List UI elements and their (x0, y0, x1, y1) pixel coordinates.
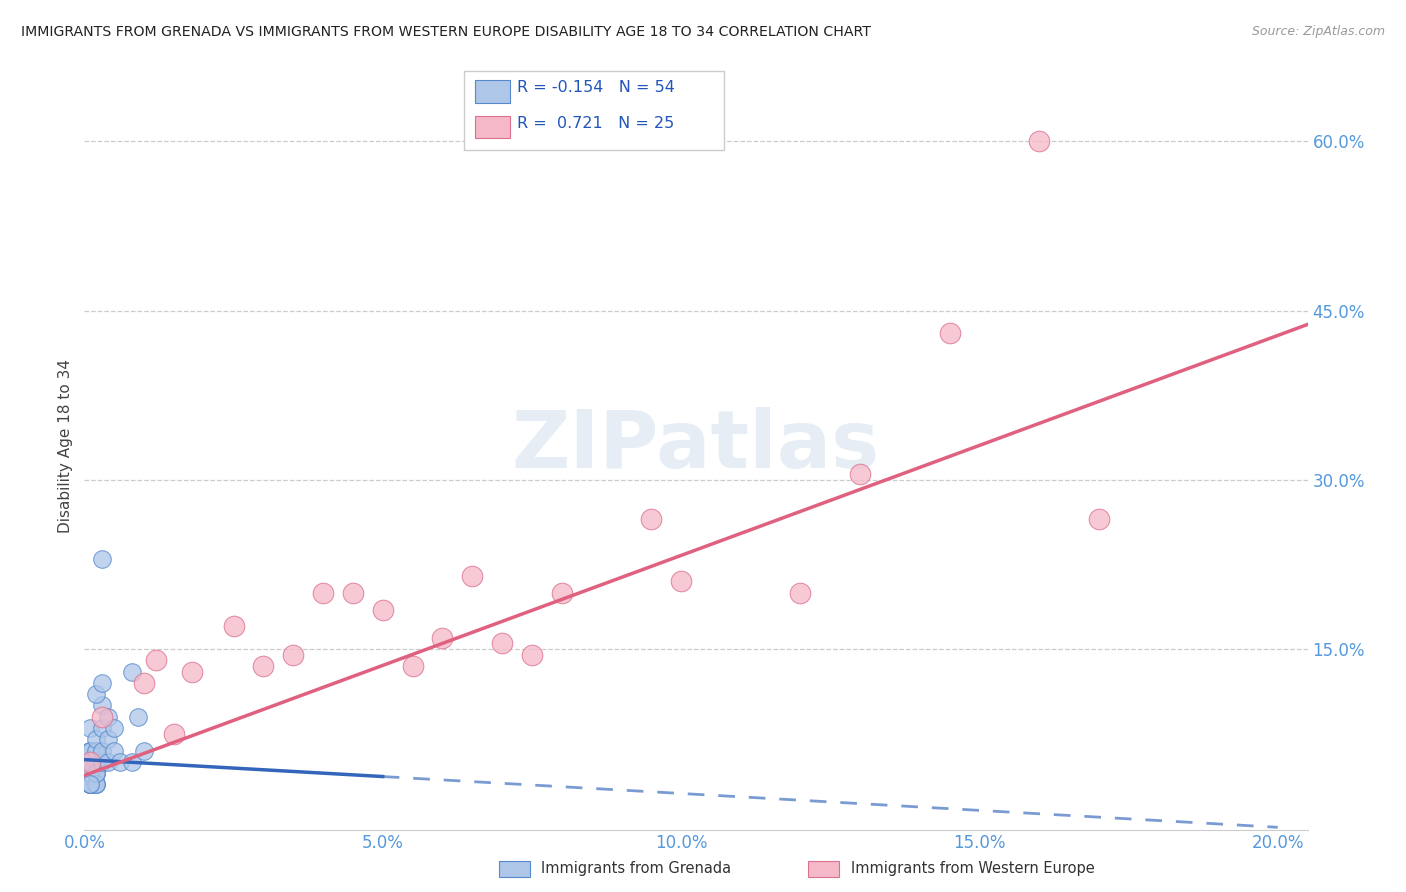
Text: Immigrants from Western Europe: Immigrants from Western Europe (851, 861, 1094, 876)
Point (79, 766, 101, 780)
Point (79, 755, 101, 769)
Point (342, 585, 364, 599)
Point (79, 743, 101, 757)
Point (91, 710, 114, 724)
Point (938, 326, 960, 341)
Point (91, 755, 114, 769)
Point (97, 732, 120, 747)
Point (91, 698, 114, 713)
Point (79, 743, 101, 757)
Point (79, 777, 101, 791)
Point (132, 676, 155, 690)
Point (79, 721, 101, 735)
Point (84, 766, 107, 780)
Point (79, 755, 101, 769)
Point (1028, 135, 1050, 149)
Point (84, 766, 107, 780)
Text: IMMIGRANTS FROM GRENADA VS IMMIGRANTS FROM WESTERN EUROPE DISABILITY AGE 18 TO 3: IMMIGRANTS FROM GRENADA VS IMMIGRANTS FR… (21, 25, 872, 39)
Point (97, 710, 120, 724)
Point (127, 710, 149, 724)
Point (640, 512, 662, 526)
Point (789, 585, 811, 599)
Point (84, 766, 107, 780)
Point (79, 777, 101, 791)
Point (79, 755, 101, 769)
Point (121, 755, 143, 769)
Point (79, 766, 101, 780)
Point (669, 574, 692, 589)
Point (108, 755, 131, 769)
Point (79, 755, 101, 769)
Point (132, 743, 155, 757)
Point (79, 777, 101, 791)
Point (252, 659, 274, 673)
Y-axis label: Disability Age 18 to 34: Disability Age 18 to 34 (58, 359, 73, 533)
Point (84, 755, 107, 769)
Point (79, 777, 101, 791)
Text: Immigrants from Grenada: Immigrants from Grenada (541, 861, 731, 876)
Point (84, 755, 107, 769)
Point (222, 619, 245, 633)
Point (97, 755, 120, 769)
Point (79, 777, 101, 791)
Point (103, 721, 125, 735)
Point (79, 743, 101, 757)
Point (551, 585, 574, 599)
Point (91, 676, 114, 690)
Point (401, 659, 423, 673)
Point (91, 721, 114, 735)
Point (91, 551, 114, 566)
Point (84, 755, 107, 769)
Point (84, 743, 107, 757)
Point (79, 766, 101, 780)
Point (283, 648, 305, 662)
Point (79, 766, 101, 780)
Point (84, 777, 107, 791)
Text: R = -0.154   N = 54: R = -0.154 N = 54 (517, 80, 675, 95)
Point (79, 777, 101, 791)
Point (84, 755, 107, 769)
Point (91, 743, 114, 757)
Point (84, 766, 107, 780)
Text: ZIPatlas: ZIPatlas (512, 407, 880, 485)
Point (849, 467, 872, 482)
Point (79, 743, 101, 757)
Point (491, 636, 513, 650)
Point (103, 743, 125, 757)
Point (84, 743, 107, 757)
Text: R =  0.721   N = 25: R = 0.721 N = 25 (517, 116, 675, 131)
Point (371, 602, 394, 616)
Text: Source: ZipAtlas.com: Source: ZipAtlas.com (1251, 25, 1385, 38)
Point (432, 631, 454, 645)
Point (520, 648, 543, 662)
Point (312, 585, 335, 599)
Point (79, 777, 101, 791)
Point (121, 665, 143, 679)
Point (79, 755, 101, 769)
Point (84, 687, 107, 701)
Point (145, 653, 167, 667)
Point (163, 726, 186, 740)
Point (84, 777, 107, 791)
Point (84, 732, 107, 747)
Point (1087, 512, 1109, 526)
Point (79, 755, 101, 769)
Point (461, 568, 484, 582)
Point (84, 777, 107, 791)
Point (79, 766, 101, 780)
Point (79, 766, 101, 780)
Point (180, 665, 202, 679)
